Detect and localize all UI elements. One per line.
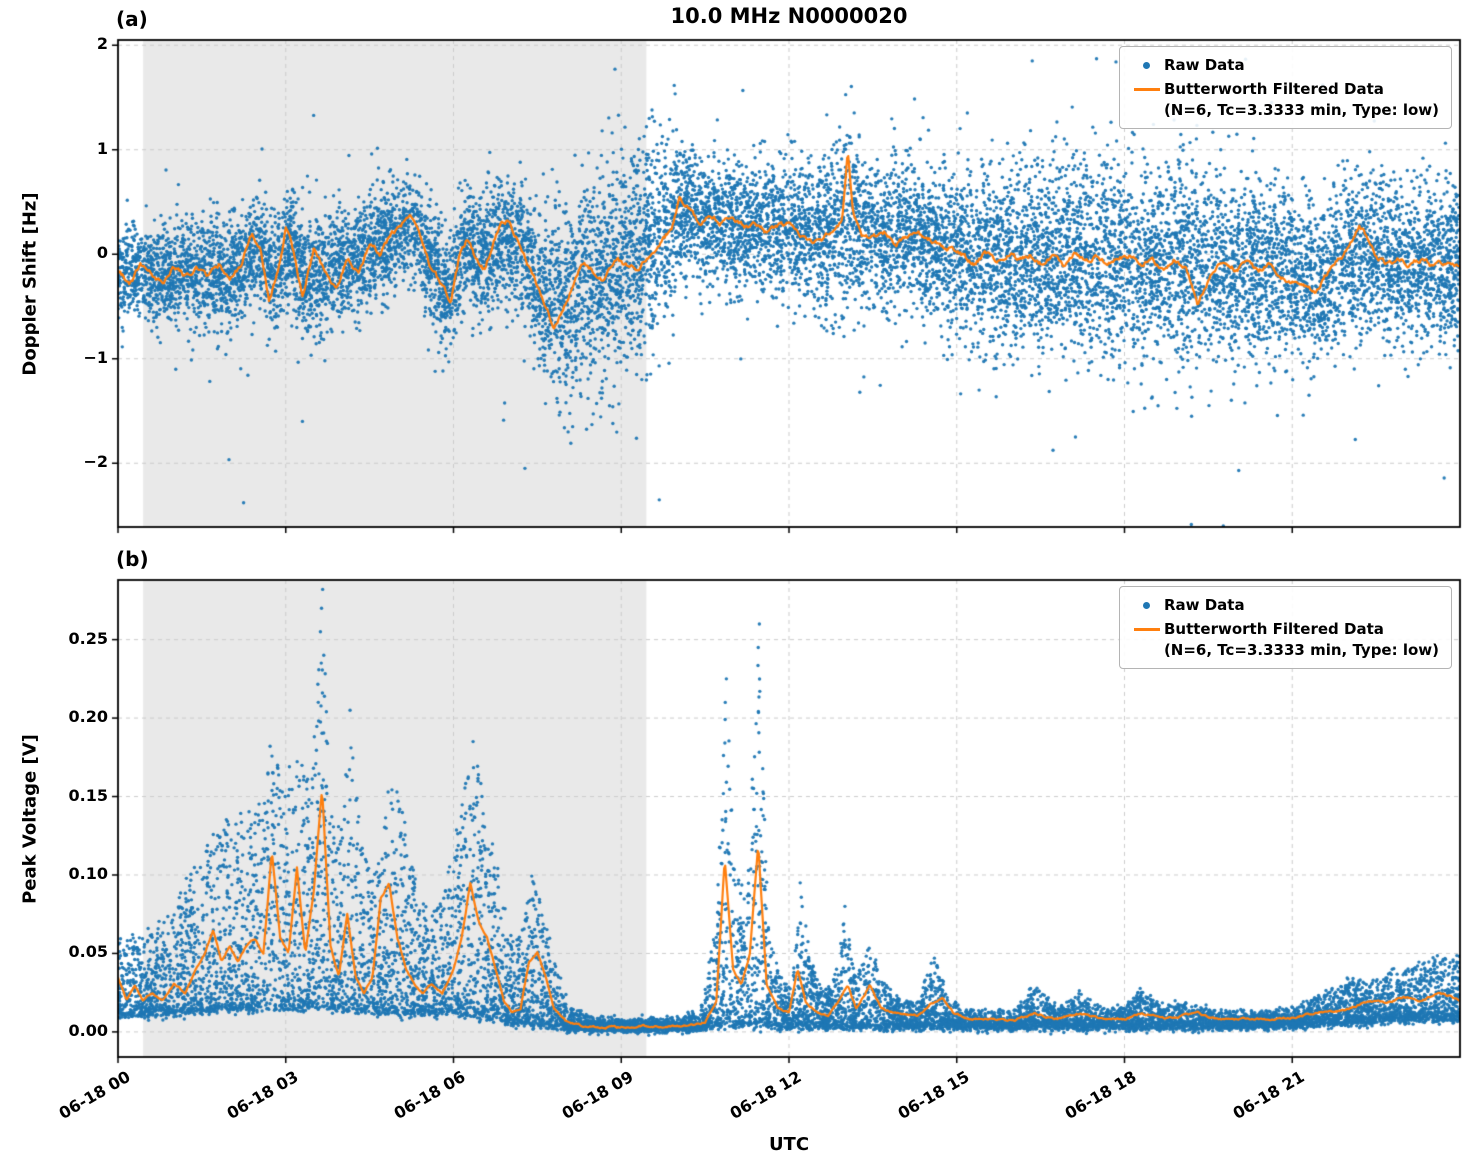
legend: Raw Data Butterworth Filtered Data (N=6, … (1118, 46, 1452, 129)
y-tick-label: 0.25 (68, 628, 108, 648)
y-tick-label: −2 (83, 452, 108, 472)
line-marker-icon (1130, 619, 1164, 639)
panel-label: (b) (116, 547, 149, 571)
y-tick-label: 0.20 (68, 707, 108, 727)
x-tick-label: 06-18 00 (55, 1067, 134, 1123)
y-tick-label: 2 (96, 34, 108, 54)
legend-item: Butterworth Filtered Data (N=6, Tc=3.333… (1130, 79, 1439, 120)
y-axis-label: Doppler Shift [Hz] (19, 191, 41, 376)
y-tick-label: 0.10 (68, 863, 108, 883)
line-marker-icon (1130, 79, 1164, 99)
x-tick-label: 06-18 06 (391, 1067, 469, 1123)
legend-label: Raw Data (1163, 596, 1245, 614)
legend-label: Butterworth Filtered Data (N=6, Tc=3.333… (1163, 620, 1439, 659)
legend-item: Raw Data (1130, 595, 1439, 615)
x-tick-label: 06-18 03 (223, 1067, 302, 1123)
y-tick-label: 1 (96, 138, 108, 158)
legend: Raw Data Butterworth Filtered Data (N=6, … (1118, 586, 1452, 669)
legend-item: Raw Data (1130, 55, 1439, 75)
x-tick-label: 06-18 15 (894, 1067, 973, 1123)
scatter-marker-icon (1130, 55, 1164, 75)
y-axis-label: Peak Voltage [V] (19, 733, 41, 904)
legend-item: Butterworth Filtered Data (N=6, Tc=3.333… (1130, 619, 1439, 660)
chart-title: 10.0 MHz N0000020 (670, 4, 908, 28)
panel-label: (a) (116, 7, 148, 31)
x-tick-label: 06-18 21 (1229, 1067, 1308, 1123)
y-tick-label: 0 (96, 243, 108, 263)
x-tick-label: 06-18 18 (1062, 1067, 1140, 1123)
legend-label: Raw Data (1163, 56, 1245, 74)
scatter-marker-icon (1130, 595, 1164, 615)
y-tick-label: 0.15 (68, 785, 108, 805)
y-tick-label: 0.05 (68, 942, 108, 962)
x-axis-label: UTC (768, 1134, 810, 1155)
x-tick-label: 06-18 12 (726, 1067, 805, 1123)
x-tick-label: 06-18 09 (558, 1067, 637, 1123)
y-tick-label: −1 (83, 347, 108, 367)
legend-label: Butterworth Filtered Data (N=6, Tc=3.333… (1163, 80, 1439, 119)
y-tick-label: 0.00 (68, 1020, 108, 1040)
